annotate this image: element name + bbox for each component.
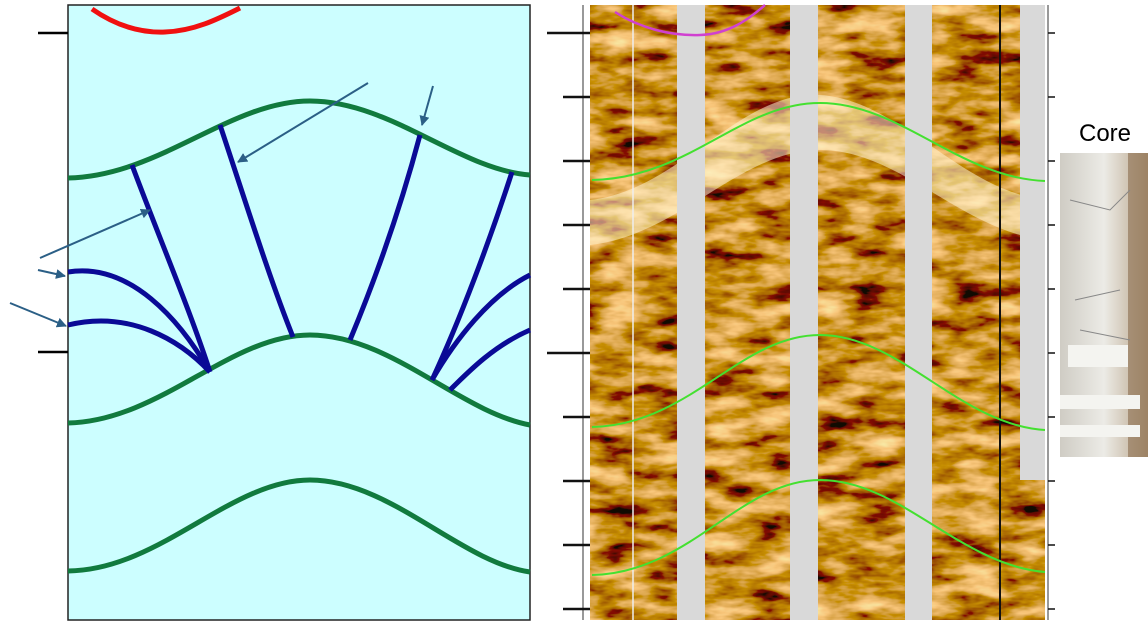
pad-gap (905, 5, 932, 620)
arrow (10, 303, 66, 326)
core-tape (1060, 395, 1140, 409)
core-tape (1060, 425, 1140, 437)
pad-gap (1020, 5, 1045, 480)
core-tape (1068, 345, 1128, 367)
core-photo: Core (1060, 120, 1148, 457)
figure: Core (0, 0, 1148, 621)
pad-gap (790, 5, 818, 620)
image-log-panel (547, 5, 1055, 620)
depth-ticks (547, 33, 590, 609)
arrow (38, 270, 65, 276)
core-box-edge (1128, 153, 1148, 457)
pad-gap (677, 5, 705, 620)
right-ticks (1048, 33, 1055, 609)
core-label: Core (1079, 120, 1131, 147)
interpretation-panel (10, 5, 530, 620)
